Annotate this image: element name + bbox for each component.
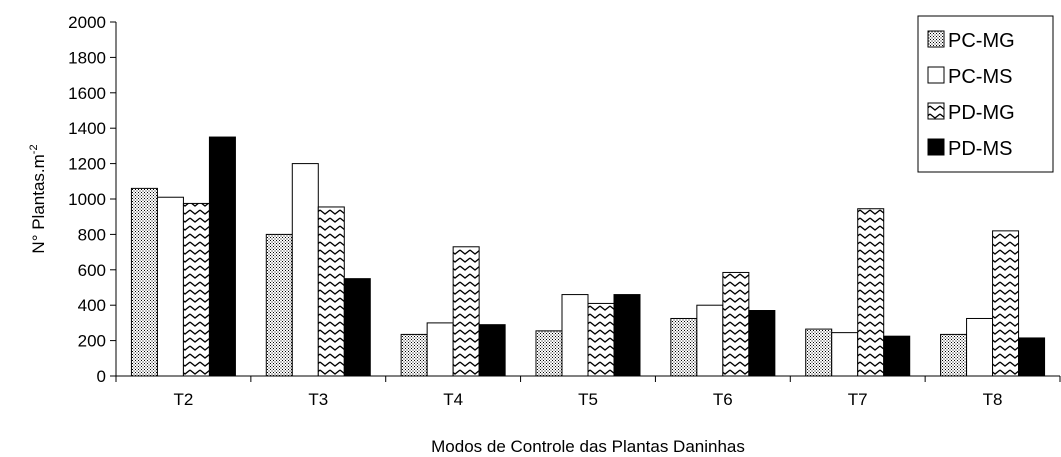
y-axis-title: N° Plantas.m-2 bbox=[28, 144, 48, 253]
bar-pd-mg-t7 bbox=[857, 208, 885, 377]
y-tick-label: 200 bbox=[78, 332, 106, 351]
bar-pd-mg-t2 bbox=[182, 202, 210, 377]
bar-pc-mg-t3 bbox=[265, 233, 293, 377]
legend-label-pd-mg: PD-MG bbox=[948, 102, 1015, 124]
x-tick-label: T2 bbox=[174, 390, 194, 409]
x-tick-label: T6 bbox=[713, 390, 733, 409]
bar-pc-mg-t7 bbox=[805, 328, 833, 377]
bar-pd-ms-t6 bbox=[748, 310, 776, 377]
bar-pc-mg-t2 bbox=[130, 187, 158, 377]
bar-pd-ms-t7 bbox=[883, 335, 911, 377]
legend-swatch-pc-ms bbox=[927, 66, 945, 84]
x-axis: T2 T3 T4 T5 T6 T7 T8 bbox=[115, 375, 1061, 409]
bar-pc-ms-t6 bbox=[696, 304, 724, 377]
x-tick-label: T7 bbox=[848, 390, 868, 409]
x-axis-title: Modos de Controle das Plantas Daninhas bbox=[431, 437, 745, 456]
bar-pc-ms-t8 bbox=[966, 317, 994, 377]
bar-pc-ms-t5 bbox=[561, 294, 589, 377]
legend-label-pc-ms: PC-MS bbox=[948, 66, 1012, 88]
bar-pd-mg-t8 bbox=[992, 230, 1020, 377]
bar-pc-ms-t4 bbox=[426, 322, 454, 377]
y-axis: 0 200 400 600 800 1000 1200 1400 1600 1800 2000 bbox=[68, 13, 117, 386]
y-tick-label: 1000 bbox=[68, 190, 106, 209]
y-tick-label: 800 bbox=[78, 225, 106, 244]
y-tick-label: 600 bbox=[78, 261, 106, 280]
bar-pd-ms-t5 bbox=[613, 294, 641, 377]
legend-swatch-pd-mg bbox=[927, 102, 945, 120]
legend-label-pd-ms: PD-MS bbox=[948, 138, 1012, 160]
y-tick-label: 2000 bbox=[68, 13, 106, 32]
bar-pd-ms-t4 bbox=[478, 324, 506, 377]
bar-pd-mg-t3 bbox=[317, 206, 345, 377]
legend-swatch-pd-ms bbox=[927, 138, 945, 156]
y-tick-label: 1400 bbox=[68, 119, 106, 138]
y-tick-label: 1200 bbox=[68, 155, 106, 174]
bar-pc-ms-t2 bbox=[156, 196, 184, 377]
x-tick-label: T8 bbox=[983, 390, 1003, 409]
y-axis-title-main: N° Plantas.m bbox=[29, 154, 48, 253]
legend-label-pc-mg: PC-MG bbox=[948, 30, 1015, 52]
bar-pd-ms-t8 bbox=[1018, 337, 1046, 377]
x-tick-label: T4 bbox=[443, 390, 463, 409]
y-tick-label: 0 bbox=[97, 367, 106, 386]
bar-pc-mg-t6 bbox=[670, 317, 698, 377]
y-tick-label: 1600 bbox=[68, 84, 106, 103]
legend: PC-MG PC-MS PD-MG PD-MS bbox=[917, 15, 1054, 173]
legend-swatch-pc-mg bbox=[927, 30, 945, 48]
bar-pc-mg-t4 bbox=[400, 333, 428, 377]
bar-pd-mg-t6 bbox=[722, 271, 750, 377]
bar-pd-mg-t5 bbox=[587, 302, 615, 377]
y-tick-label: 1800 bbox=[68, 48, 106, 67]
bar-pc-ms-t3 bbox=[291, 163, 319, 377]
x-tick-label: T5 bbox=[578, 390, 598, 409]
bar-pc-mg-t5 bbox=[535, 330, 563, 377]
bar-pc-mg-t8 bbox=[940, 333, 968, 377]
x-tick-label: T3 bbox=[308, 390, 328, 409]
y-tick-label: 400 bbox=[78, 296, 106, 315]
bar-pd-mg-t4 bbox=[452, 246, 480, 377]
y-axis-title-superscript: -2 bbox=[28, 144, 40, 154]
bar-pc-ms-t7 bbox=[831, 332, 859, 377]
plot-area bbox=[130, 136, 1046, 377]
bar-pd-ms-t3 bbox=[343, 278, 371, 377]
bar-pd-ms-t2 bbox=[208, 136, 236, 377]
